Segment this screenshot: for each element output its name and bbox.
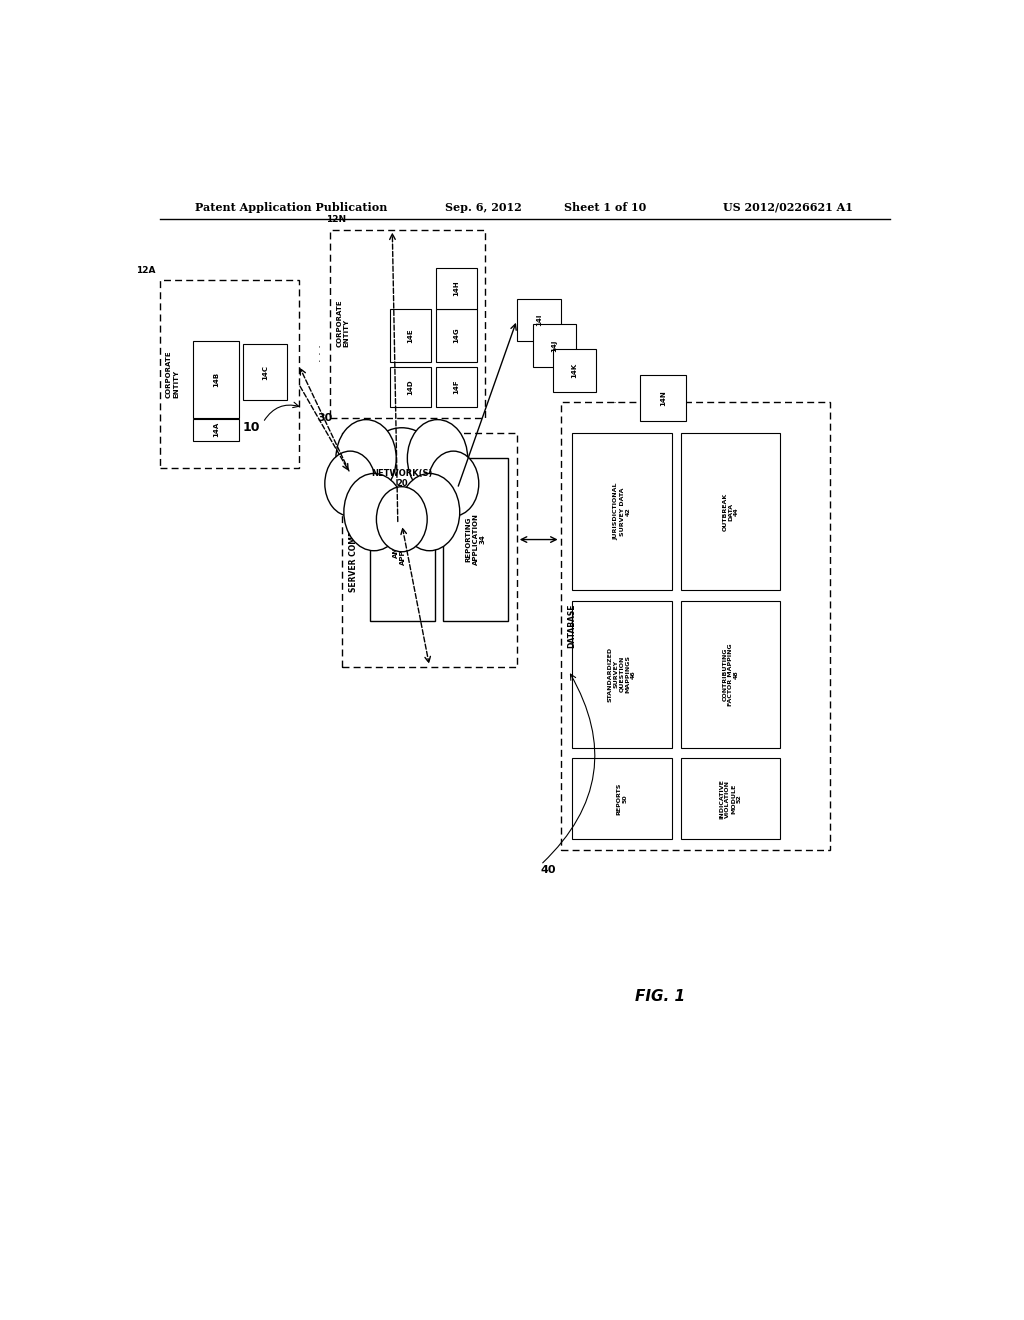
Text: 12N: 12N	[327, 215, 346, 224]
Text: FIG. 1: FIG. 1	[635, 990, 685, 1005]
Bar	[681, 601, 780, 748]
Bar	[436, 367, 477, 408]
Text: CONTRIBUTING
FACTOR MAPPING
48: CONTRIBUTING FACTOR MAPPING 48	[723, 643, 739, 705]
Bar	[572, 601, 672, 748]
Bar	[194, 342, 240, 417]
Bar	[194, 418, 240, 441]
Circle shape	[428, 451, 479, 516]
Bar	[443, 458, 508, 620]
Circle shape	[408, 420, 468, 496]
Text: STANDARDIZED
SURVEY
QUESTION
MAPPINGS
46: STANDARDIZED SURVEY QUESTION MAPPINGS 46	[608, 647, 636, 702]
Text: 12A: 12A	[136, 267, 156, 276]
Text: ANALYSIS
APPLICATION
32: ANALYSIS APPLICATION 32	[392, 513, 413, 565]
Text: 14K: 14K	[571, 363, 578, 379]
Circle shape	[377, 487, 427, 552]
Bar	[640, 375, 686, 421]
Text: 14F: 14F	[454, 380, 460, 395]
Text: CORPORATE
ENTITY: CORPORATE ENTITY	[166, 351, 179, 399]
Text: 14A: 14A	[213, 422, 219, 437]
Bar	[681, 433, 780, 590]
Bar	[390, 309, 431, 362]
Bar	[160, 280, 299, 469]
Text: 14H: 14H	[454, 281, 460, 296]
Bar	[436, 268, 477, 309]
Text: NETWORK(S)
20: NETWORK(S) 20	[371, 469, 432, 488]
Text: US 2012/0226621 A1: US 2012/0226621 A1	[723, 202, 853, 213]
Bar	[243, 345, 287, 400]
Text: 14G: 14G	[454, 327, 460, 343]
Text: 40: 40	[541, 865, 556, 875]
Bar	[572, 758, 672, 840]
Text: OUTBREAK
DATA
44: OUTBREAK DATA 44	[723, 492, 739, 531]
Text: 14I: 14I	[536, 314, 542, 326]
Circle shape	[325, 451, 376, 516]
Text: CORPORATE
ENTITY: CORPORATE ENTITY	[337, 300, 350, 347]
Text: DATABASE: DATABASE	[567, 603, 575, 648]
Text: 14C: 14C	[262, 364, 268, 380]
Circle shape	[399, 474, 460, 550]
Text: REPORTING
APPLICATION
34: REPORTING APPLICATION 34	[466, 513, 485, 565]
Bar	[370, 458, 435, 620]
Bar	[532, 325, 577, 367]
Text: 30: 30	[317, 413, 333, 422]
Text: 14E: 14E	[408, 327, 414, 343]
Text: . . .: . . .	[599, 395, 617, 405]
Text: Sep. 6, 2012: Sep. 6, 2012	[445, 202, 522, 213]
Bar	[560, 403, 830, 850]
Bar	[331, 230, 485, 417]
Circle shape	[336, 420, 396, 496]
Text: INDICATIVE
VIOLATION
MODULE
52: INDICATIVE VIOLATION MODULE 52	[720, 779, 742, 818]
Text: 14N: 14N	[659, 389, 666, 405]
Text: JURISDICTIONAL
SURVEY DATA
42: JURISDICTIONAL SURVEY DATA 42	[613, 483, 631, 540]
Bar	[390, 367, 431, 408]
Bar	[342, 433, 517, 667]
Text: 14B: 14B	[213, 372, 219, 387]
Bar	[553, 350, 596, 392]
Circle shape	[344, 474, 404, 550]
Bar	[436, 309, 477, 362]
Text: . . .: . . .	[313, 345, 324, 363]
Bar	[572, 433, 672, 590]
Text: 10: 10	[243, 421, 260, 434]
Bar	[681, 758, 780, 840]
Text: Sheet 1 of 10: Sheet 1 of 10	[564, 202, 647, 213]
Circle shape	[358, 428, 445, 540]
Bar	[517, 298, 560, 342]
Text: 14D: 14D	[408, 379, 414, 395]
Text: Patent Application Publication: Patent Application Publication	[196, 202, 388, 213]
Text: 14J: 14J	[552, 339, 557, 351]
Text: SERVER COMPUTER: SERVER COMPUTER	[348, 507, 357, 591]
Text: REPORTS
50: REPORTS 50	[616, 783, 628, 814]
